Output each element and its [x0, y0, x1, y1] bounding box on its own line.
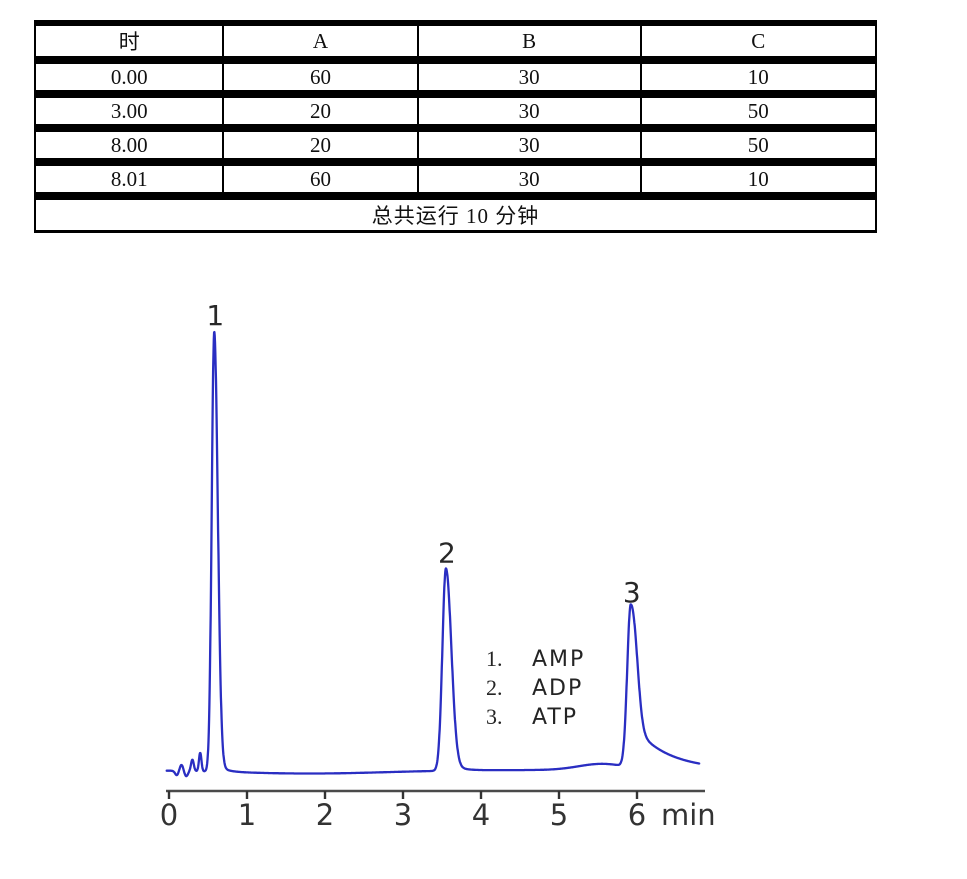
chromatogram-svg: 0 1 2 3 4 5 6 min 1 2 3 — [160, 299, 716, 832]
chromatogram-trace — [165, 330, 701, 778]
cell-a: 20 — [222, 94, 419, 128]
legend-item-label: AMP — [532, 647, 586, 672]
table-row: 0.00 60 30 10 — [33, 60, 877, 94]
peak-number-label: 1 — [206, 299, 224, 332]
header-cell-a: A — [222, 23, 419, 60]
cell-b: 30 — [416, 162, 642, 196]
cell-a: 60 — [222, 60, 419, 94]
cell-c: 10 — [639, 162, 877, 196]
x-axis-tick-label: 1 — [238, 798, 256, 832]
legend-item-label: ATP — [532, 705, 579, 730]
cell-time: 0.00 — [33, 60, 225, 94]
legend-item: 3. ATP — [486, 704, 585, 733]
header-cell-b: B — [416, 23, 642, 60]
x-axis-unit-label: min — [661, 798, 716, 832]
cell-time: 3.00 — [33, 94, 225, 128]
legend-item: 1. AMP — [486, 646, 585, 675]
table-row: 8.00 20 30 50 — [33, 128, 877, 162]
x-axis-tick-label: 4 — [472, 798, 490, 832]
legend-item-label: ADP — [532, 676, 584, 701]
cell-c: 10 — [639, 60, 877, 94]
cell-time: 8.01 — [33, 162, 225, 196]
peak-legend: 1. AMP 2. ADP 3. ATP — [486, 646, 585, 733]
cell-time: 8.00 — [33, 128, 225, 162]
gradient-table: 时 A B C 0.00 60 30 10 3.00 20 30 50 8.00… — [33, 20, 877, 233]
chromatogram: 0 1 2 3 4 5 6 min 1 2 3 1. AMP 2. ADP 3. ATP — [0, 280, 967, 879]
cell-b: 30 — [416, 128, 642, 162]
peak-number-label: 2 — [438, 537, 456, 570]
peak-number-label: 3 — [623, 576, 641, 609]
legend-item-number: 1. — [486, 646, 503, 671]
header-cell-c: C — [639, 23, 877, 60]
gradient-table-footer: 总共运行 10 分钟 — [34, 196, 877, 232]
x-axis-tick-label: 0 — [160, 798, 178, 832]
cell-b: 30 — [416, 60, 642, 94]
x-axis-tick-label: 5 — [550, 798, 568, 832]
x-axis-tick-label: 2 — [316, 798, 334, 832]
cell-c: 50 — [639, 94, 877, 128]
gradient-table-header-row: 时 A B C — [33, 23, 877, 60]
cell-a: 20 — [222, 128, 419, 162]
table-row: 3.00 20 30 50 — [33, 94, 877, 128]
cell-c: 50 — [639, 128, 877, 162]
x-axis-tick-label: 3 — [394, 798, 412, 832]
table-footer-row: 总共运行 10 分钟 — [34, 196, 877, 232]
x-axis-tick-label: 6 — [628, 798, 646, 832]
legend-item: 2. ADP — [486, 675, 585, 704]
cell-a: 60 — [222, 162, 419, 196]
header-cell-time: 时 — [33, 23, 225, 60]
legend-item-number: 3. — [486, 704, 503, 729]
legend-item-number: 2. — [486, 675, 503, 700]
table-row: 8.01 60 30 10 — [33, 162, 877, 196]
cell-b: 30 — [416, 94, 642, 128]
